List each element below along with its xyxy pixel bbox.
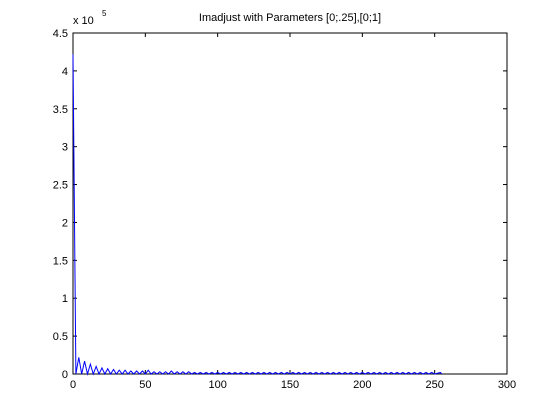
y-tick-label: 4 (62, 66, 68, 78)
y-multiplier: x 10 (73, 15, 94, 27)
y-tick-label: 1 (62, 293, 68, 305)
axes-box (72, 32, 508, 375)
x-tick-label: 100 (208, 379, 226, 391)
y-multiplier-exponent: 5 (102, 9, 107, 18)
y-tick-label: 1.5 (53, 255, 68, 267)
x-tick-label: 300 (498, 379, 516, 391)
y-tick-label: 2.5 (53, 180, 68, 192)
x-tick-label: 200 (353, 379, 371, 391)
chart-title: Imadjust with Parameters [0;.25],[0;1] (199, 12, 381, 24)
x-tick-label: 150 (281, 379, 299, 391)
y-tick-label: 2 (62, 217, 68, 229)
data-line (72, 54, 443, 376)
y-tick-label: 0.5 (53, 331, 68, 343)
x-tick-label: 0 (70, 379, 76, 391)
y-tick-label: 3 (62, 142, 68, 154)
y-tick-label: 0 (62, 369, 68, 381)
x-tick-label: 50 (139, 379, 151, 391)
y-tick-label: 3.5 (53, 104, 68, 116)
x-tick-label: 250 (425, 379, 443, 391)
y-tick-label: 4.5 (53, 28, 68, 40)
